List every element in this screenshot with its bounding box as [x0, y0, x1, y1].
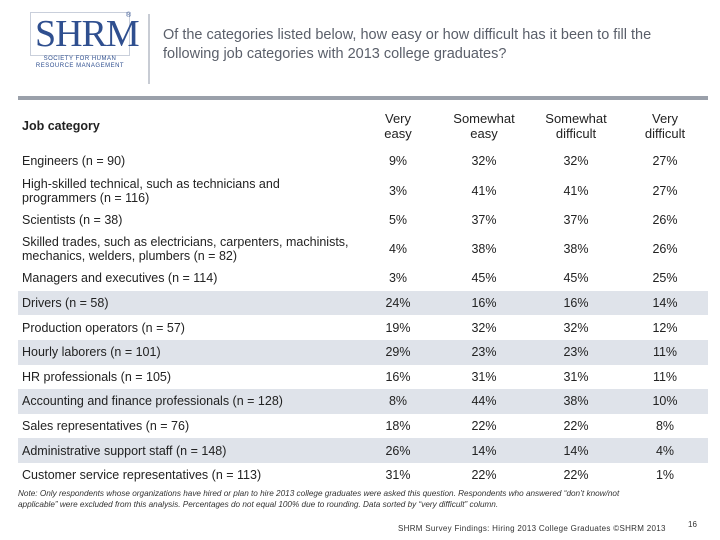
cell-somewhat-easy: 37%	[471, 212, 497, 227]
logo-subtitle-line2: RESOURCE MANAGEMENT	[35, 63, 125, 69]
cell-very-difficult: 12%	[652, 320, 678, 335]
cell-category: Skilled trades, such as electricians, ca…	[22, 235, 349, 264]
shrm-logo: SHRM ® SOCIETY FOR HUMAN RESOURCE MANAGE…	[30, 12, 140, 72]
cell-very-difficult: 25%	[652, 271, 678, 286]
cell-very-difficult: 8%	[655, 419, 675, 434]
cell-somewhat-difficult: 41%	[563, 183, 589, 198]
cell-very-easy: 24%	[358, 290, 438, 316]
cell-somewhat-difficult: 45%	[563, 271, 589, 286]
logo-subtitle: SOCIETY FOR HUMAN RESOURCE MANAGEMENT	[30, 56, 130, 70]
cell-very-difficult: 1%	[655, 468, 675, 483]
logo-registered-mark: ®	[126, 12, 132, 19]
survey-table: Job category Very easy Somewhat easy Somew…	[18, 103, 708, 488]
cell-very-difficult: 26%	[652, 242, 678, 257]
cell-category: Sales representatives (n = 76)	[22, 419, 190, 434]
cell-somewhat-difficult: 37%	[563, 212, 589, 227]
cell-very-difficult: 26%	[652, 212, 678, 227]
cell-very-difficult: 27%	[652, 154, 678, 169]
table-row: Drivers (n = 58) 24% 16% 16% 14%	[18, 290, 708, 316]
cell-category: Managers and executives (n = 114)	[22, 271, 218, 286]
cell-somewhat-difficult: 38%	[563, 242, 589, 257]
cell-somewhat-easy: 45%	[471, 271, 497, 286]
header-somewhat-easy: Somewhat easy	[453, 111, 515, 141]
table-row: Sales representatives (n = 76) 18% 22% 2…	[18, 414, 708, 439]
footnote: Note: Only respondents whose organizatio…	[18, 489, 620, 509]
cell-somewhat-difficult: 14%	[530, 438, 622, 463]
cell-somewhat-difficult: 31%	[563, 369, 589, 384]
title-rule	[18, 96, 708, 100]
cell-somewhat-difficult: 22%	[563, 419, 589, 434]
cell-very-easy: 3%	[388, 271, 408, 286]
cell-very-easy: 19%	[385, 320, 411, 335]
cell-somewhat-difficult: 38%	[530, 389, 622, 414]
table-row: Managers and executives (n = 114) 3% 45%…	[18, 266, 708, 291]
cell-very-difficult: 11%	[622, 339, 708, 365]
cell-very-easy: 29%	[358, 339, 438, 365]
table-row: Customer service representatives (n = 11…	[18, 463, 708, 488]
table-header-row: Job category Very easy Somewhat easy Somew…	[18, 103, 708, 149]
cell-category: Drivers (n = 58)	[18, 290, 358, 316]
cell-very-easy: 9%	[388, 154, 408, 169]
cell-very-difficult: 11%	[652, 369, 678, 384]
cell-very-difficult: 14%	[622, 290, 708, 316]
cell-somewhat-easy: 22%	[471, 468, 497, 483]
table-row: Scientists (n = 38) 5% 37% 37% 26%	[18, 208, 708, 233]
table-row: HR professionals (n = 105) 16% 31% 31% 1…	[18, 365, 708, 390]
header-very-difficult: Very difficult	[644, 111, 686, 141]
cell-somewhat-difficult: 16%	[530, 290, 622, 316]
table-row: Skilled trades, such as electricians, ca…	[18, 232, 708, 266]
cell-somewhat-easy: 23%	[438, 339, 530, 365]
cell-somewhat-difficult: 22%	[563, 468, 589, 483]
cell-category: High-skilled technical, such as technici…	[22, 176, 280, 205]
cell-very-easy: 31%	[385, 468, 411, 483]
cell-somewhat-difficult: 32%	[563, 320, 589, 335]
cell-somewhat-easy: 41%	[471, 183, 497, 198]
cell-very-difficult: 10%	[622, 389, 708, 414]
table-row: Production operators (n = 57) 19% 32% 32…	[18, 315, 708, 340]
cell-somewhat-easy: 16%	[438, 290, 530, 316]
cell-somewhat-easy: 38%	[471, 242, 497, 257]
table-row: Administrative support staff (n = 148) 2…	[18, 438, 708, 463]
cell-very-easy: 18%	[385, 419, 411, 434]
table-row: Engineers (n = 90) 9% 32% 32% 27%	[18, 149, 708, 174]
cell-very-difficult: 27%	[652, 183, 678, 198]
cell-somewhat-easy: 32%	[471, 320, 497, 335]
logo-subtitle-line1: SOCIETY FOR HUMAN	[43, 56, 117, 62]
cell-category: Accounting and finance professionals (n …	[18, 389, 358, 414]
cell-somewhat-easy: 32%	[471, 154, 497, 169]
cell-category: Customer service representatives (n = 11…	[22, 468, 262, 483]
cell-somewhat-difficult: 32%	[563, 154, 589, 169]
cell-somewhat-easy: 22%	[471, 419, 497, 434]
cell-very-easy: 4%	[388, 242, 408, 257]
header-job-category: Job category	[22, 119, 100, 133]
cell-very-easy: 8%	[358, 389, 438, 414]
header-very-easy: Very easy	[384, 111, 412, 141]
cell-category: HR professionals (n = 105)	[22, 369, 172, 384]
page-title: Of the categories listed below, how easy…	[163, 27, 652, 62]
table-row: High-skilled technical, such as technici…	[18, 174, 708, 208]
cell-somewhat-easy: 44%	[438, 389, 530, 414]
cell-very-difficult: 4%	[622, 438, 708, 463]
page-number: 16	[688, 520, 697, 529]
cell-category: Scientists (n = 38)	[22, 212, 123, 227]
cell-very-easy: 16%	[385, 369, 411, 384]
logo-mark: SHRM	[35, 13, 140, 55]
table-row: Accounting and finance professionals (n …	[18, 389, 708, 414]
header-somewhat-difficult: Somewhat difficult	[545, 111, 607, 141]
cell-somewhat-easy: 31%	[471, 369, 497, 384]
cell-very-easy: 3%	[388, 183, 408, 198]
footer-source: SHRM Survey Findings: Hiring 2013 Colleg…	[398, 524, 666, 533]
header-divider	[148, 14, 150, 84]
cell-very-easy: 5%	[388, 212, 408, 227]
cell-category: Administrative support staff (n = 148)	[18, 438, 358, 463]
cell-category: Production operators (n = 57)	[22, 320, 185, 335]
cell-somewhat-easy: 14%	[438, 438, 530, 463]
cell-somewhat-difficult: 23%	[530, 339, 622, 365]
cell-very-easy: 26%	[358, 438, 438, 463]
table-row: Hourly laborers (n = 101) 29% 23% 23% 11…	[18, 339, 708, 365]
logo-box: SHRM	[30, 12, 140, 56]
cell-category: Hourly laborers (n = 101)	[18, 339, 358, 365]
cell-category: Engineers (n = 90)	[22, 154, 126, 169]
